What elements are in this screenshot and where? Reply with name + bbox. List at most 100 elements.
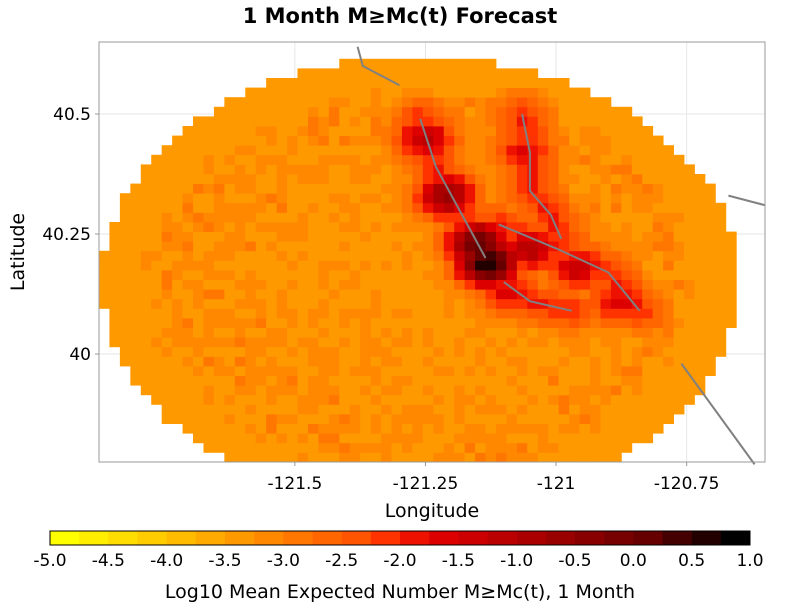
- heatmap-cell: [496, 97, 507, 107]
- heatmap-cell: [632, 145, 643, 155]
- heatmap-cell: [569, 366, 580, 376]
- heatmap-cell: [329, 232, 340, 242]
- heatmap-cell: [402, 232, 413, 242]
- heatmap-cell: [297, 395, 308, 405]
- heatmap-cell: [559, 212, 570, 222]
- colorbar-tick-label: 0.5: [678, 551, 705, 571]
- heatmap-cell: [663, 414, 674, 424]
- heatmap-cell: [632, 232, 643, 242]
- heatmap-cell: [109, 308, 120, 318]
- colorbar-swatch: [458, 531, 487, 545]
- heatmap-cell: [287, 116, 298, 126]
- heatmap-cell: [256, 232, 267, 242]
- heatmap-cell: [287, 260, 298, 270]
- heatmap-cell: [308, 155, 319, 165]
- heatmap-cell: [548, 308, 559, 318]
- heatmap-cell: [590, 232, 601, 242]
- heatmap-cell: [433, 299, 444, 309]
- heatmap-cell: [433, 347, 444, 357]
- heatmap-cell: [203, 328, 214, 338]
- heatmap-cell: [141, 356, 152, 366]
- heatmap-cell: [402, 452, 413, 462]
- heatmap-cell: [517, 68, 528, 78]
- heatmap-cell: [412, 452, 423, 462]
- heatmap-cell: [402, 203, 413, 213]
- heatmap-cell: [465, 116, 476, 126]
- heatmap-cell: [350, 385, 361, 395]
- heatmap-cell: [287, 184, 298, 194]
- heatmap-cell: [642, 318, 653, 328]
- heatmap-cell: [141, 260, 152, 270]
- heatmap-cell: [580, 116, 591, 126]
- heatmap-cell: [611, 155, 622, 165]
- heatmap-cell: [475, 299, 486, 309]
- heatmap-cell: [297, 126, 308, 136]
- heatmap-cell: [224, 155, 235, 165]
- heatmap-cell: [256, 126, 267, 136]
- heatmap-cell: [705, 260, 716, 270]
- heatmap-cell: [392, 59, 403, 69]
- heatmap-cell: [559, 289, 570, 299]
- heatmap-cell: [506, 193, 517, 203]
- heatmap-cell: [172, 356, 183, 366]
- heatmap-cell: [350, 232, 361, 242]
- heatmap-cell: [130, 280, 141, 290]
- heatmap-cell: [517, 222, 528, 232]
- heatmap-cell: [559, 414, 570, 424]
- heatmap-cell: [141, 203, 152, 213]
- heatmap-cell: [371, 222, 382, 232]
- heatmap-cell: [245, 452, 256, 462]
- heatmap-cell: [538, 88, 549, 98]
- heatmap-cell: [653, 270, 664, 280]
- heatmap-cell: [412, 145, 423, 155]
- heatmap-cell: [183, 251, 194, 261]
- heatmap-cell: [653, 308, 664, 318]
- heatmap-cell: [266, 97, 277, 107]
- heatmap-cell: [371, 136, 382, 146]
- heatmap-cell: [266, 164, 277, 174]
- heatmap-cell: [297, 414, 308, 424]
- heatmap-cell: [350, 395, 361, 405]
- heatmap-cell: [684, 318, 695, 328]
- heatmap-cell: [297, 280, 308, 290]
- heatmap-cell: [444, 78, 455, 88]
- heatmap-cell: [381, 328, 392, 338]
- heatmap-cell: [715, 222, 726, 232]
- heatmap-cell: [465, 68, 476, 78]
- heatmap-cell: [423, 59, 434, 69]
- heatmap-cell: [684, 356, 695, 366]
- heatmap-cell: [245, 318, 256, 328]
- heatmap-cell: [381, 59, 392, 69]
- heatmap-cell: [580, 203, 591, 213]
- heatmap-cell: [297, 376, 308, 386]
- heatmap-cell: [412, 251, 423, 261]
- heatmap-cell: [684, 174, 695, 184]
- heatmap-cell: [287, 212, 298, 222]
- heatmap-cell: [486, 212, 497, 222]
- heatmap-cell: [611, 174, 622, 184]
- heatmap-cell: [684, 241, 695, 251]
- heatmap-cell: [726, 232, 737, 242]
- heatmap-cell: [653, 184, 664, 194]
- heatmap-cell: [235, 212, 246, 222]
- heatmap-cell: [245, 251, 256, 261]
- heatmap-cell: [193, 241, 204, 251]
- heatmap-cell: [203, 232, 214, 242]
- heatmap-cell: [621, 280, 632, 290]
- heatmap-cell: [402, 424, 413, 434]
- heatmap-cell: [162, 366, 173, 376]
- heatmap-cell: [329, 222, 340, 232]
- heatmap-cell: [444, 126, 455, 136]
- heatmap-cell: [371, 251, 382, 261]
- heatmap-cell: [224, 404, 235, 414]
- heatmap-cell: [642, 184, 653, 194]
- heatmap-cell: [214, 280, 225, 290]
- heatmap-cell: [694, 184, 705, 194]
- heatmap-cell: [538, 107, 549, 117]
- heatmap-cell: [277, 97, 288, 107]
- heatmap-cell: [569, 203, 580, 213]
- heatmap-cell: [214, 193, 225, 203]
- heatmap-cell: [590, 251, 601, 261]
- heatmap-cell: [329, 260, 340, 270]
- heatmap-cell: [203, 145, 214, 155]
